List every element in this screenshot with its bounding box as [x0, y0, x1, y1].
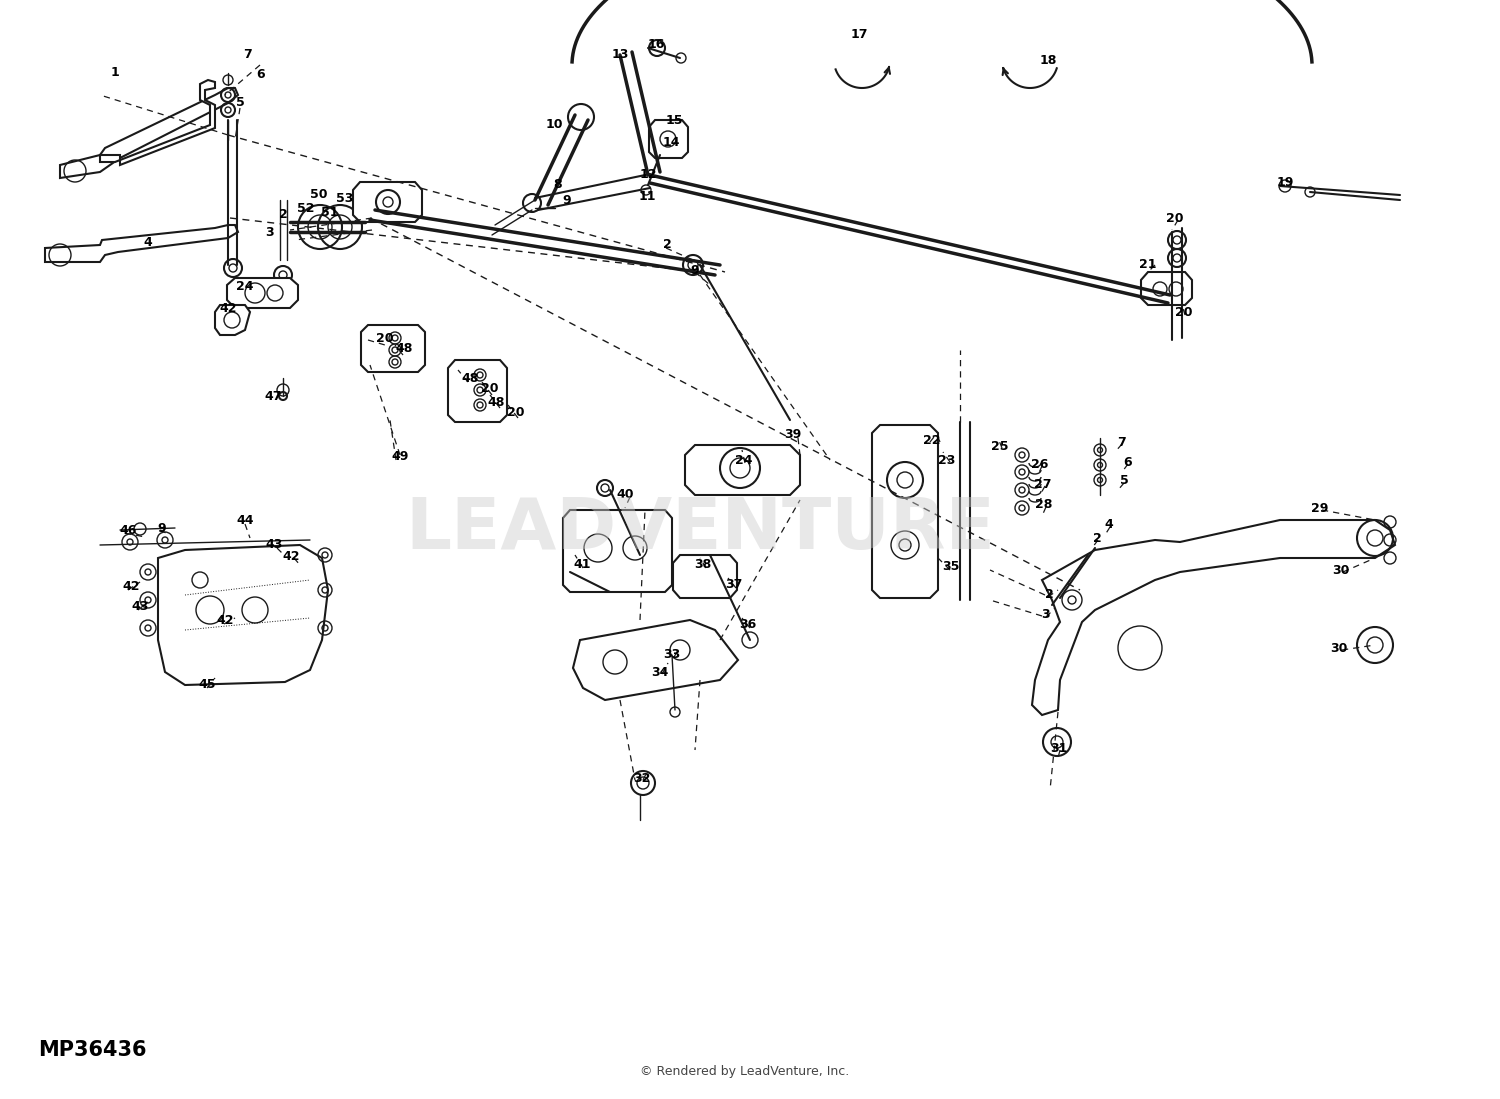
Text: 39: 39 — [784, 429, 801, 442]
Text: 7: 7 — [1116, 435, 1125, 448]
Text: 48: 48 — [462, 371, 478, 385]
Polygon shape — [573, 620, 738, 700]
Text: 14: 14 — [663, 135, 680, 148]
Text: 17: 17 — [850, 27, 867, 41]
Text: 41: 41 — [573, 558, 591, 571]
Text: 32: 32 — [633, 771, 651, 785]
Polygon shape — [674, 555, 736, 598]
Text: 44: 44 — [237, 514, 254, 528]
Polygon shape — [214, 306, 250, 335]
Polygon shape — [362, 325, 424, 371]
Text: 42: 42 — [123, 580, 140, 593]
Polygon shape — [448, 360, 507, 422]
Text: 20: 20 — [1176, 306, 1192, 319]
Text: 6: 6 — [256, 68, 265, 81]
Text: 53: 53 — [336, 192, 354, 206]
Text: 4: 4 — [1104, 518, 1113, 531]
Text: 2: 2 — [1044, 588, 1053, 600]
Text: 30: 30 — [1330, 642, 1347, 655]
Text: 47: 47 — [264, 390, 282, 403]
Text: 9: 9 — [562, 193, 572, 207]
Text: 43: 43 — [132, 600, 148, 613]
Text: 2: 2 — [1092, 532, 1101, 544]
Polygon shape — [1032, 520, 1395, 715]
Text: 38: 38 — [694, 558, 711, 571]
Text: 11: 11 — [639, 189, 656, 202]
Text: MP36436: MP36436 — [38, 1040, 147, 1061]
Text: 25: 25 — [992, 440, 1008, 453]
Polygon shape — [686, 445, 800, 495]
Text: 23: 23 — [939, 454, 956, 466]
Text: 20: 20 — [376, 333, 393, 345]
Text: 19: 19 — [1276, 176, 1293, 189]
Text: 50: 50 — [310, 189, 327, 201]
Text: 5: 5 — [1119, 475, 1128, 488]
Text: 48: 48 — [488, 397, 504, 410]
Text: 22: 22 — [922, 433, 940, 446]
Text: 20: 20 — [1167, 211, 1184, 224]
Text: 37: 37 — [726, 578, 742, 591]
Text: 34: 34 — [651, 666, 669, 678]
Text: 9: 9 — [158, 522, 166, 534]
Text: 5: 5 — [236, 97, 244, 110]
Text: 3: 3 — [266, 225, 274, 238]
Text: 24: 24 — [735, 454, 753, 466]
Text: 20: 20 — [482, 381, 498, 395]
Text: 36: 36 — [740, 618, 756, 631]
Text: 2: 2 — [663, 238, 672, 252]
Text: 16: 16 — [648, 37, 664, 51]
Polygon shape — [100, 80, 214, 165]
Polygon shape — [226, 278, 298, 308]
Text: 30: 30 — [1332, 564, 1350, 577]
Polygon shape — [352, 182, 422, 222]
Text: © Rendered by LeadVenture, Inc.: © Rendered by LeadVenture, Inc. — [640, 1066, 849, 1078]
Text: 29: 29 — [1311, 501, 1329, 514]
Polygon shape — [562, 510, 672, 592]
Polygon shape — [45, 225, 238, 262]
Text: 33: 33 — [663, 648, 681, 662]
Text: 27: 27 — [1035, 477, 1052, 490]
Text: 15: 15 — [666, 114, 682, 127]
Text: 31: 31 — [1050, 742, 1068, 755]
Text: 9: 9 — [690, 264, 699, 277]
Text: 18: 18 — [1040, 54, 1056, 67]
Polygon shape — [1142, 271, 1192, 306]
Text: 43: 43 — [266, 539, 282, 552]
Text: 6: 6 — [1124, 455, 1132, 468]
Text: 20: 20 — [507, 407, 525, 420]
Text: 42: 42 — [282, 550, 300, 563]
Text: 24: 24 — [237, 279, 254, 292]
Text: 10: 10 — [546, 118, 562, 131]
Text: 45: 45 — [198, 678, 216, 691]
Text: 3: 3 — [1041, 608, 1050, 621]
Text: LEADVENTURE: LEADVENTURE — [405, 496, 994, 565]
Text: 7: 7 — [243, 48, 252, 62]
Text: 48: 48 — [396, 342, 412, 355]
Text: 2: 2 — [279, 209, 288, 222]
Text: 28: 28 — [1035, 499, 1053, 511]
Text: 8: 8 — [554, 178, 562, 190]
Text: 40: 40 — [616, 488, 633, 500]
Polygon shape — [650, 120, 688, 158]
Text: 26: 26 — [1032, 457, 1048, 470]
Text: 49: 49 — [392, 451, 408, 464]
Text: 52: 52 — [297, 201, 315, 214]
Text: 4: 4 — [144, 235, 153, 248]
Text: 12: 12 — [639, 168, 657, 181]
Text: 21: 21 — [1140, 257, 1156, 270]
Text: 42: 42 — [219, 301, 237, 314]
Text: 42: 42 — [216, 614, 234, 628]
Text: 46: 46 — [120, 523, 136, 536]
Text: 13: 13 — [612, 48, 628, 62]
Polygon shape — [60, 88, 238, 178]
Polygon shape — [871, 425, 938, 598]
Text: 51: 51 — [321, 206, 339, 219]
Text: 1: 1 — [111, 66, 120, 78]
Polygon shape — [158, 545, 328, 685]
Text: 35: 35 — [942, 560, 960, 574]
